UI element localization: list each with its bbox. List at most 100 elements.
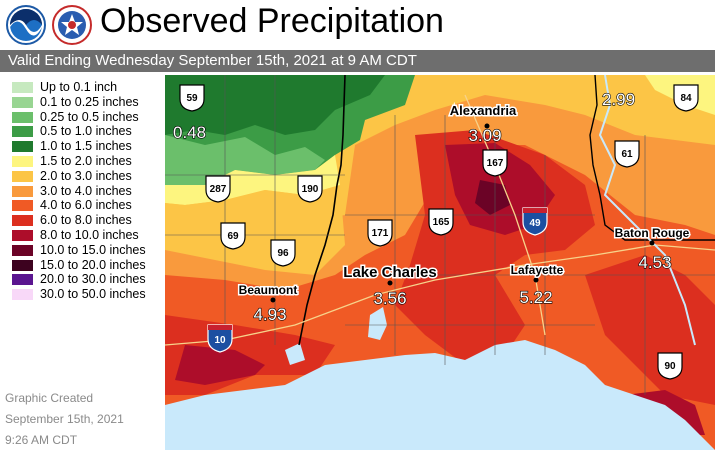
us-96-shield: 96	[270, 239, 296, 267]
legend-item: 15.0 to 20.0 inches	[12, 258, 162, 273]
city-name: Beaumont	[239, 283, 298, 297]
interstate-shields: 49 10	[207, 207, 548, 353]
created-line-2: September 15th, 2021	[5, 412, 124, 426]
us-69-shield: 69	[220, 222, 246, 250]
city-markers: Alexandria 3.09 Lake Charles 3.56 Lafayette 5…	[237, 102, 691, 325]
gulf-of-mexico	[165, 340, 715, 450]
us-shield-number: 59	[186, 93, 198, 104]
valid-time-bar: Valid Ending Wednesday September 15th, 2…	[0, 50, 715, 72]
city-baton-rouge: Baton Rouge 4.53	[613, 225, 691, 273]
legend-item: 2.0 to 3.0 inches	[12, 169, 162, 184]
legend-item: 0.25 to 0.5 inches	[12, 110, 162, 125]
legend-swatch	[12, 274, 33, 286]
city-name: Alexandria	[450, 103, 517, 118]
legend-item: 0.1 to 0.25 inches	[12, 95, 162, 110]
legend-swatch	[12, 215, 33, 227]
us-shield-number: 171	[372, 228, 389, 239]
legend-item: 10.0 to 15.0 inches	[12, 243, 162, 258]
interstate-shield-number: 49	[529, 218, 541, 229]
legend-swatch	[12, 170, 33, 182]
us-84-shield: 84	[673, 84, 699, 112]
header: Observed Precipitation	[0, 0, 715, 50]
point-amount-northwest: 0.48	[173, 123, 206, 142]
nws-logo	[52, 5, 92, 45]
graphic-created-note: Graphic Created September 15th, 2021 9:2…	[5, 388, 124, 451]
legend-label: 3.0 to 4.0 inches	[40, 183, 132, 198]
us-59-shield: 59	[179, 84, 205, 112]
us-shield-number: 96	[277, 248, 289, 259]
precipitation-map: 59 84 61 287 190 167 69 96 171 165 90 49 10 Alexand…	[165, 75, 715, 450]
city-amount: 4.93	[253, 305, 286, 324]
city-amount: 3.09	[468, 126, 501, 145]
legend-label: 20.0 to 30.0 inches	[40, 272, 146, 287]
precip-zone-8-10-southwest	[175, 345, 265, 385]
i-49-shield: 49	[522, 207, 548, 236]
legend-label: 1.5 to 2.0 inches	[40, 153, 132, 168]
i-10-shield: 10	[207, 324, 233, 353]
city-dot	[649, 240, 655, 246]
city-lafayette: Lafayette 5.22	[509, 262, 565, 308]
legend-item: Up to 0.1 inch	[12, 80, 162, 95]
us-167-shield: 167	[482, 149, 508, 177]
city-beaumont: Beaumont 4.93	[237, 282, 299, 325]
legend-item: 20.0 to 30.0 inches	[12, 272, 162, 287]
us-shield-number: 287	[210, 184, 227, 195]
legend-item: 6.0 to 8.0 inches	[12, 213, 162, 228]
legend-label: 0.1 to 0.25 inches	[40, 94, 139, 109]
city-dot	[533, 277, 539, 283]
state-border-la-ms	[589, 75, 715, 241]
city-amount: 3.56	[373, 289, 406, 308]
precip-zone-2-3-west	[165, 185, 345, 275]
legend-label: 6.0 to 8.0 inches	[40, 213, 132, 228]
city-dot	[270, 297, 276, 303]
legend-swatch	[12, 229, 33, 241]
legend-item: 8.0 to 10.0 inches	[12, 228, 162, 243]
precip-zone-0.25-0.5-west	[165, 135, 325, 185]
us-171-shield: 171	[367, 219, 393, 247]
legend-item: 30.0 to 50.0 inches	[12, 287, 162, 302]
legend-swatch	[12, 259, 33, 271]
us-highway-shields: 59 84 61 287 190 167 69 96 171 165 90	[179, 84, 699, 380]
us-shield-number: 69	[227, 231, 239, 242]
us-shield-number: 84	[680, 93, 692, 104]
valid-time-text: Valid Ending Wednesday September 15th, 2…	[8, 52, 417, 69]
city-alexandria: Alexandria 3.09	[448, 102, 518, 146]
us-90-shield: 90	[657, 352, 683, 380]
legend-label: 0.5 to 1.0 inches	[40, 124, 132, 139]
legend-swatch	[12, 244, 33, 256]
city-dot	[484, 123, 490, 129]
legend-label: 8.0 to 10.0 inches	[40, 227, 139, 242]
state-border-tx-la	[298, 75, 346, 346]
legend-label: 30.0 to 50.0 inches	[40, 287, 146, 302]
legend-item: 4.0 to 6.0 inches	[12, 198, 162, 213]
city-dot	[387, 280, 393, 286]
legend-swatch	[12, 96, 33, 108]
us-shield-number: 165	[433, 217, 450, 228]
city-name: Baton Rouge	[615, 226, 690, 240]
legend-swatch	[12, 82, 33, 93]
legend-swatch	[12, 200, 33, 212]
legend-swatch	[12, 111, 33, 123]
city-amount: 5.22	[519, 288, 552, 307]
interstate-shield-number: 10	[214, 335, 226, 346]
legend-label: 0.25 to 0.5 inches	[40, 109, 139, 124]
point-amount-northeast: 2.99	[602, 90, 635, 109]
us-shield-number: 190	[302, 184, 319, 195]
legend-label: 10.0 to 15.0 inches	[40, 242, 146, 257]
legend-label: 1.0 to 1.5 inches	[40, 139, 132, 154]
legend-item: 1.0 to 1.5 inches	[12, 139, 162, 154]
legend-label: 15.0 to 20.0 inches	[40, 257, 146, 272]
us-165-shield: 165	[428, 208, 454, 236]
us-61-shield: 61	[614, 140, 640, 168]
noaa-logo	[6, 5, 46, 45]
highway-lines	[165, 94, 715, 346]
legend-label: Up to 0.1 inch	[40, 80, 118, 94]
legend-swatch	[12, 185, 33, 197]
created-line-3: 9:26 AM CDT	[5, 433, 78, 447]
legend-item: 0.5 to 1.0 inches	[12, 124, 162, 139]
legend-item: 1.5 to 2.0 inches	[12, 154, 162, 169]
us-shield-number: 61	[621, 149, 633, 160]
us-287-shield: 287	[205, 175, 231, 203]
legend-label: 2.0 to 3.0 inches	[40, 168, 132, 183]
us-shield-number: 90	[664, 361, 676, 372]
